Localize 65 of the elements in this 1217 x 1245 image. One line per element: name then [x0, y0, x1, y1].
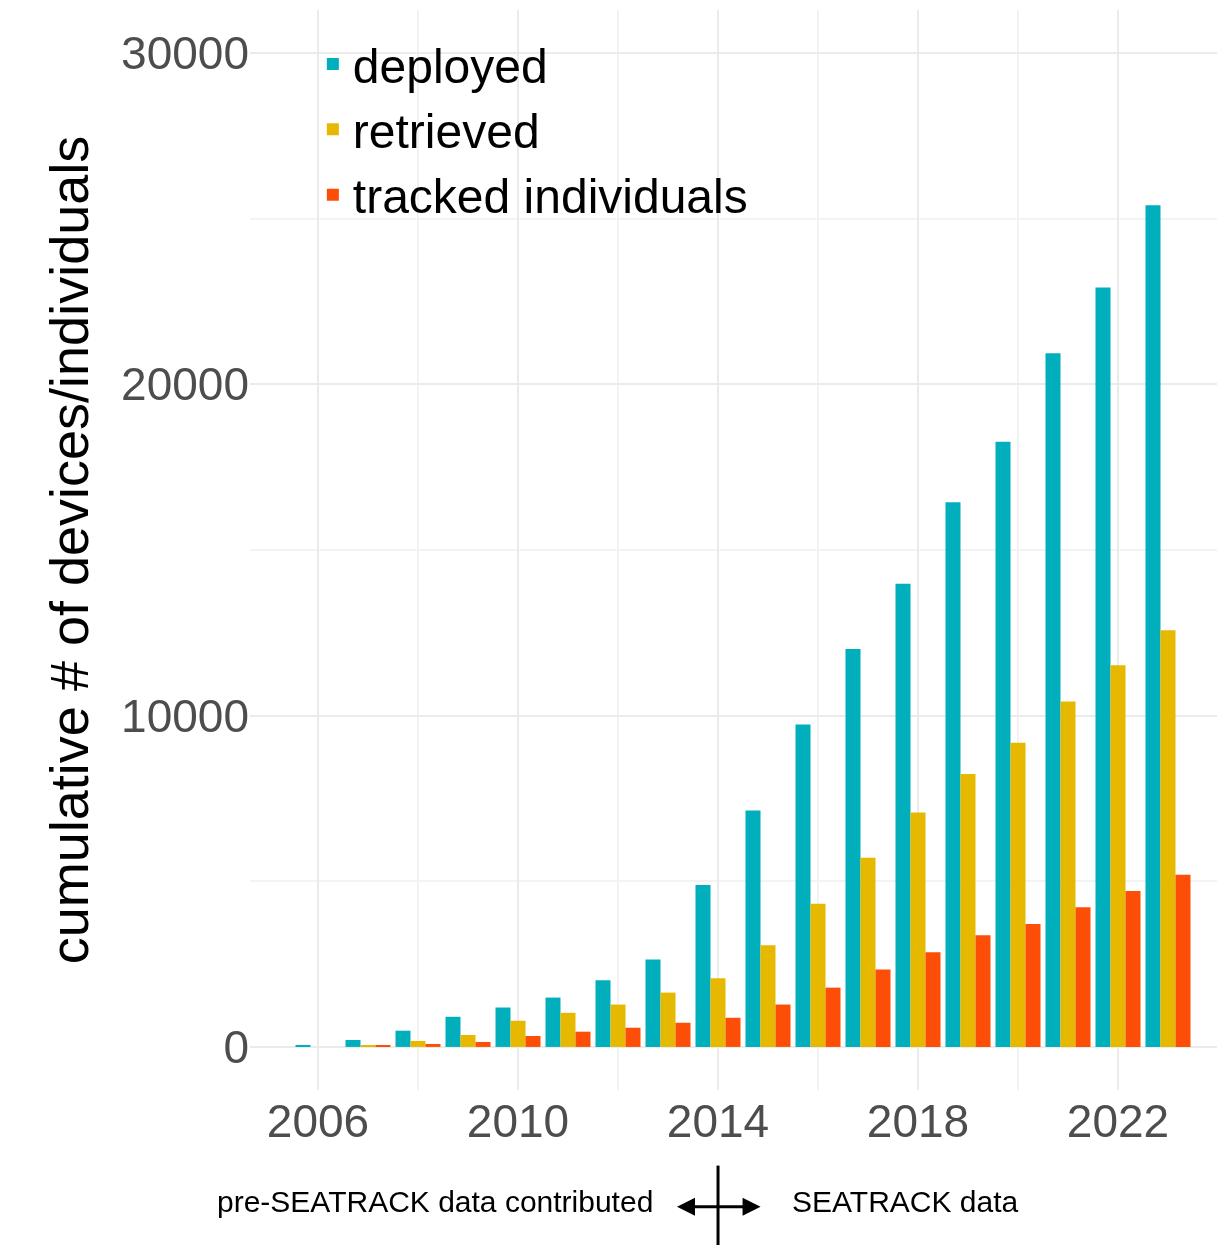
- bar: [645, 959, 661, 1047]
- bar: [295, 1044, 311, 1047]
- bar: [860, 857, 876, 1047]
- y-tick-label: 0: [223, 1021, 249, 1074]
- text: SEATRACK data: [792, 1185, 1019, 1218]
- bar: [660, 992, 676, 1047]
- x-tick-label: 2006: [266, 1095, 370, 1147]
- bar: [825, 987, 841, 1047]
- bar: [525, 1036, 541, 1047]
- y-tick-label: 20000: [121, 358, 249, 411]
- bar: [695, 884, 711, 1047]
- bar: [960, 773, 976, 1047]
- bar: [725, 1017, 741, 1047]
- bar: [595, 980, 611, 1047]
- bar: [510, 1020, 526, 1047]
- bar: [910, 812, 926, 1047]
- legend-label: retrieved: [352, 105, 540, 159]
- bar: [1125, 890, 1141, 1047]
- bar: [760, 945, 776, 1047]
- bar: [625, 1027, 641, 1047]
- bar: [775, 1004, 791, 1047]
- bar: [1110, 665, 1126, 1047]
- text: pre-SEATRACK data contributed: [217, 1185, 654, 1218]
- bar: [345, 1039, 361, 1047]
- legend-label: deployed: [352, 39, 548, 93]
- bar: [945, 502, 961, 1047]
- bar: [445, 1016, 461, 1047]
- y-axis-title: cumulative # of devices/individuals: [38, 135, 99, 965]
- bar: [1075, 907, 1091, 1047]
- bar: [1145, 205, 1161, 1047]
- bar: [1025, 924, 1041, 1047]
- bar: [1095, 287, 1111, 1047]
- bar: [1175, 874, 1191, 1047]
- bar: [845, 649, 861, 1047]
- bar: [925, 952, 941, 1047]
- bar: [545, 997, 561, 1047]
- bar: [875, 969, 891, 1047]
- x-tick-label: 2010: [466, 1095, 570, 1147]
- bar: [575, 1031, 591, 1047]
- bar: [1160, 630, 1176, 1047]
- y-tick-label: 30000: [121, 27, 249, 80]
- bar: [1010, 742, 1026, 1047]
- bar: [560, 1012, 576, 1047]
- bar: [745, 810, 761, 1047]
- bar: [1045, 353, 1061, 1047]
- bar: [460, 1035, 476, 1047]
- bar: [710, 978, 726, 1047]
- x-tick-label: 2014: [666, 1095, 770, 1147]
- x-tick-label: 2018: [866, 1095, 970, 1147]
- bar: [410, 1040, 426, 1047]
- x-tick-label: 2022: [1066, 1095, 1170, 1147]
- bar: [610, 1004, 626, 1047]
- y-tick-label: 10000: [121, 689, 249, 742]
- bar: [895, 583, 911, 1047]
- bar: [475, 1041, 491, 1047]
- bar: [795, 724, 811, 1047]
- legend-label: tracked individuals: [352, 170, 748, 224]
- bar: [395, 1030, 411, 1047]
- bar: [995, 441, 1011, 1047]
- bar: [975, 935, 991, 1047]
- bar: [810, 903, 826, 1047]
- bar: [495, 1007, 511, 1047]
- bar: [1060, 701, 1076, 1047]
- bar: [425, 1043, 441, 1047]
- bar: [675, 1022, 691, 1047]
